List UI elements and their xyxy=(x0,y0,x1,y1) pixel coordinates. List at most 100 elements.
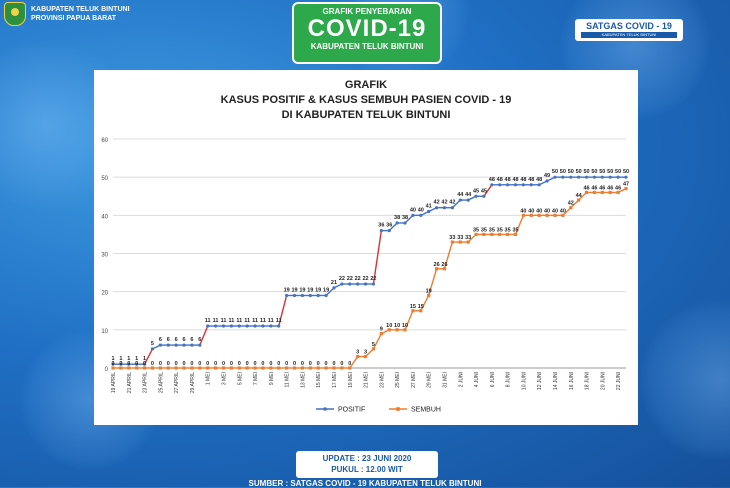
data-label: 0 xyxy=(238,361,241,367)
data-label: 50 xyxy=(599,169,605,175)
satgas-badge: SATGAS COVID - 19 KABUPATEN TELUK BINTUN… xyxy=(575,19,683,41)
data-label: 50 xyxy=(552,169,558,175)
data-label: 6 xyxy=(159,337,162,343)
data-label: 6 xyxy=(182,337,185,343)
data-point xyxy=(300,366,305,370)
data-point xyxy=(545,179,549,183)
data-point xyxy=(521,183,525,187)
data-point xyxy=(340,366,344,370)
x-tick-label: 5 MEI xyxy=(237,372,243,385)
data-point xyxy=(119,366,123,370)
data-label: 10 xyxy=(402,323,408,329)
x-tick-label: 21 MEI xyxy=(364,372,370,388)
x-tick-label: 19 MEI xyxy=(348,372,354,388)
data-label: 33 xyxy=(465,235,471,241)
data-label: 35 xyxy=(481,227,487,233)
data-label: 0 xyxy=(309,361,312,367)
data-label: 19 xyxy=(299,287,305,293)
data-point xyxy=(316,293,320,298)
data-label: 0 xyxy=(222,361,225,367)
data-point xyxy=(142,362,147,366)
x-tick-label: 25 APRIL xyxy=(158,372,164,393)
data-point xyxy=(592,190,597,195)
data-point xyxy=(174,366,178,370)
data-label: 5 xyxy=(151,341,154,347)
data-label: 1 xyxy=(119,356,122,362)
data-point xyxy=(245,324,249,328)
x-tick-label: 29 MEI xyxy=(427,372,433,388)
data-label: 0 xyxy=(332,361,335,367)
chart-title: GRAFIK KASUS POSITIF & KASUS SEMBUH PASI… xyxy=(94,78,638,123)
data-point xyxy=(506,232,510,237)
data-point xyxy=(490,232,494,237)
data-label: 0 xyxy=(182,361,185,367)
data-point xyxy=(277,324,281,328)
data-label: 22 xyxy=(355,276,361,282)
data-point xyxy=(221,324,226,328)
region-line-1: KABUPATEN TELUK BINTUNI xyxy=(31,6,130,13)
data-label: 0 xyxy=(167,361,170,367)
data-point xyxy=(379,332,383,336)
data-label: 42 xyxy=(568,201,574,207)
data-point xyxy=(316,366,320,370)
data-point xyxy=(569,206,573,210)
data-label: 5 xyxy=(372,342,375,348)
data-label: 46 xyxy=(607,185,613,191)
data-point xyxy=(111,362,115,366)
x-tick-label: 2 JUNI xyxy=(458,372,464,387)
series-segment xyxy=(143,348,154,365)
data-label: 48 xyxy=(505,177,511,183)
data-point xyxy=(584,190,589,195)
data-label: 0 xyxy=(340,361,343,367)
data-point xyxy=(221,366,226,370)
data-point xyxy=(206,324,210,328)
data-label: 48 xyxy=(528,177,534,183)
data-label: 46 xyxy=(615,185,621,191)
data-point xyxy=(498,183,502,187)
data-label: 44 xyxy=(465,192,472,198)
data-label: 45 xyxy=(481,188,487,194)
data-label: 3 xyxy=(364,350,367,356)
data-point xyxy=(450,240,454,244)
data-point xyxy=(285,293,289,298)
data-label: 6 xyxy=(175,337,178,343)
y-tick-label: 20 xyxy=(101,291,108,297)
data-point xyxy=(261,366,265,370)
data-label: 3 xyxy=(356,350,359,356)
data-point xyxy=(229,324,233,328)
update-date: UPDATE : 23 JUNI 2020 xyxy=(322,454,412,463)
data-point xyxy=(214,366,218,370)
data-point xyxy=(545,213,549,217)
data-point xyxy=(592,175,597,179)
y-tick-label: 10 xyxy=(101,329,108,335)
data-label: 0 xyxy=(293,361,296,367)
data-label: 0 xyxy=(198,361,201,367)
data-point xyxy=(245,366,249,370)
data-label: 45 xyxy=(473,188,479,194)
data-point xyxy=(553,175,557,179)
data-point xyxy=(285,366,289,370)
data-point xyxy=(261,324,265,328)
data-point xyxy=(206,366,210,370)
y-tick-label: 30 xyxy=(101,253,108,259)
data-point xyxy=(561,213,565,217)
data-point xyxy=(182,366,186,370)
data-point xyxy=(158,366,162,370)
data-label: 0 xyxy=(269,361,272,367)
data-label: 49 xyxy=(544,173,550,179)
data-label: 1 xyxy=(135,356,138,362)
data-label: 0 xyxy=(175,361,178,367)
title-badge: GRAFIK PENYEBARAN COVID-19 KABUPATEN TEL… xyxy=(292,2,442,64)
data-label: 22 xyxy=(362,276,368,282)
data-point xyxy=(529,183,533,187)
data-label: 0 xyxy=(246,361,249,367)
data-label: 15 xyxy=(410,304,416,310)
series-segment xyxy=(278,295,288,327)
data-label: 40 xyxy=(410,207,416,213)
data-point xyxy=(214,324,218,328)
data-point xyxy=(616,190,620,195)
data-point xyxy=(419,213,423,217)
x-tick-label: 17 MEI xyxy=(332,372,338,388)
data-point xyxy=(434,206,439,210)
data-point xyxy=(292,293,297,298)
